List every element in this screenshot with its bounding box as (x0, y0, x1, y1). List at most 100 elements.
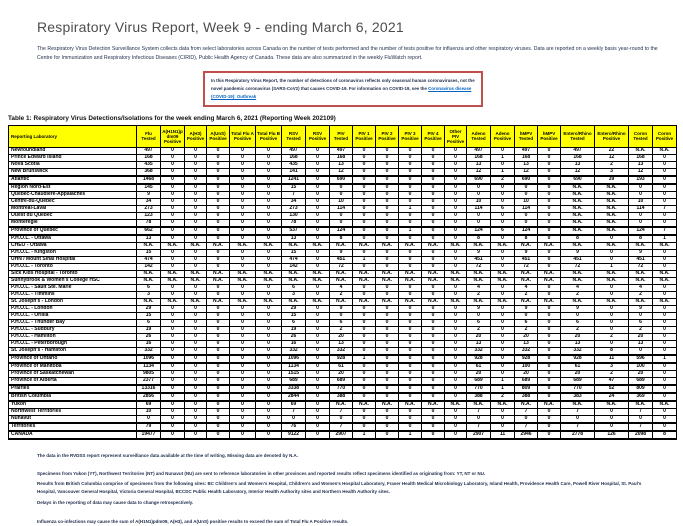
table-cell: 0 (398, 197, 422, 206)
table-cell: 0 (490, 414, 515, 424)
table-cell: 0 (352, 362, 376, 371)
covid-outbreak-link[interactable]: Coronavirus disease (COVID-19): Outbreak (211, 86, 472, 100)
table-cell: N.A. (375, 269, 399, 278)
table-cell: 0 (421, 197, 445, 206)
row-label: P.H.O.L. - London (8, 304, 137, 313)
table-cell: 2856 (136, 392, 161, 402)
table-row: Province of Manitoba 1134 0 0 0 0 0 1134 0 61 0 0 0 0… (8, 362, 677, 371)
table-cell: 13 (514, 339, 538, 348)
table-cell: 0 (255, 318, 282, 327)
table-cell: 0 (594, 325, 629, 334)
table-cell: 0 (375, 318, 399, 327)
table-cell: 0 (255, 160, 282, 169)
table-cell: 0 (206, 414, 230, 424)
column-header: Adeno Positive (490, 124, 515, 148)
table-cell: 2946 (514, 429, 538, 440)
table-cell: 0 (537, 197, 561, 206)
table-cell: 0 (255, 304, 282, 313)
row-label: P.H.O.L. - Sudbury (8, 325, 137, 334)
table-cell: 0 (537, 346, 561, 356)
table-cell: 0 (184, 167, 207, 177)
table-cell: 142 (281, 262, 306, 271)
table-cell: 124 (466, 225, 491, 236)
table-cell: 193 (628, 174, 653, 185)
table-cell: N.A. (255, 269, 282, 278)
table-cell: 1 (398, 225, 422, 236)
table-cell: 0 (305, 174, 330, 185)
table-cell: 0 (206, 362, 230, 371)
table-cell: 0 (305, 400, 330, 409)
table-cell: 0 (352, 325, 376, 334)
table-cell: 15 (281, 248, 306, 257)
table-cell: 0 (229, 414, 256, 424)
table-cell: 0 (206, 392, 230, 402)
table-row: Territories 79 0 0 0 0 0 76 0 7 0 0 0 0 0 7 0 7 0 7 0 7 0 (8, 421, 677, 432)
row-label: P.H.O.L. - Orillia (8, 311, 137, 320)
table-cell: 0 (206, 160, 230, 169)
table-cell: 9 (560, 304, 595, 313)
table-cell: N.A. (444, 269, 467, 278)
table-cell: 9 (628, 248, 653, 257)
table-cell: 0 (537, 325, 561, 334)
table-cell: 0 (375, 204, 399, 213)
table-cell: 0 (652, 211, 677, 220)
table-cell: 2778 (560, 429, 595, 440)
table-cell: 0 (594, 290, 629, 299)
table-cell: 0 (628, 211, 653, 220)
table-cell: 0 (375, 183, 399, 192)
table-cell: 0 (398, 283, 422, 292)
table-cell: 0 (594, 248, 629, 257)
table-cell: 0 (255, 146, 282, 155)
table-cell: 0 (652, 190, 677, 199)
table-row: Sunnybrook & Women's College HSC N.A. N.A.… (8, 276, 677, 285)
table-cell: 1 (652, 234, 677, 243)
table-cell: 0 (652, 283, 677, 292)
table-cell: 0 (206, 262, 230, 271)
table-cell: 0 (255, 392, 282, 402)
table-cell: 10 (514, 197, 538, 206)
table-cell: 0 (490, 211, 515, 220)
table-cell: 2 (594, 160, 629, 169)
table-cell: N.A. (490, 297, 515, 306)
table-cell: N.A. (398, 400, 422, 409)
table-cell: N.A. (398, 276, 422, 285)
table-cell: 0 (160, 392, 185, 402)
table-cell: 0 (184, 304, 207, 313)
table-cell: 0 (329, 183, 353, 192)
table-cell: 2 (514, 290, 538, 299)
table-cell: N.A. (305, 269, 330, 278)
table-cell: 0 (444, 190, 467, 199)
table-cell: 100 (514, 362, 538, 371)
table-cell: 770 (466, 383, 491, 394)
table-cell: 0 (352, 421, 376, 432)
table-cell: 0 (229, 146, 256, 155)
table-cell: 0 (594, 339, 629, 348)
table-cell: 0 (229, 234, 256, 243)
table-cell: 0 (305, 234, 330, 243)
table-row: Québec-Chaudière-Appalaches 9 0 0 0 0 0 7 0 0 0 0 0 0… (8, 190, 677, 199)
table-cell: 34 (136, 197, 161, 206)
table-cell: 0 (184, 248, 207, 257)
table-cell: 0 (305, 383, 330, 394)
table-cell: N.A. (628, 269, 653, 278)
table-cell: 596 (628, 353, 653, 364)
table-cell: N.A. (628, 241, 653, 250)
table-cell: 0 (421, 407, 445, 416)
table-cell: 1096 (136, 353, 161, 364)
table-cell: 0 (160, 339, 185, 348)
column-header: Other PIV Positive (444, 124, 467, 148)
table-cell: 0 (305, 362, 330, 371)
table-cell: 0 (560, 414, 595, 424)
table-cell: N.A. (421, 297, 445, 306)
table-cell: 0 (305, 332, 330, 341)
table-cell: 7 (329, 421, 353, 432)
table-cell: 72 (329, 262, 353, 271)
table-cell: 145 (136, 183, 161, 192)
table-cell: 451 (466, 255, 491, 264)
table-cell: 0 (160, 153, 185, 162)
table-cell: N.A. (398, 269, 422, 278)
table-cell: 69 (281, 400, 306, 409)
table-cell: 19 (136, 325, 161, 334)
table-cell: 13 (136, 234, 161, 243)
table-cell: 0 (537, 153, 561, 162)
